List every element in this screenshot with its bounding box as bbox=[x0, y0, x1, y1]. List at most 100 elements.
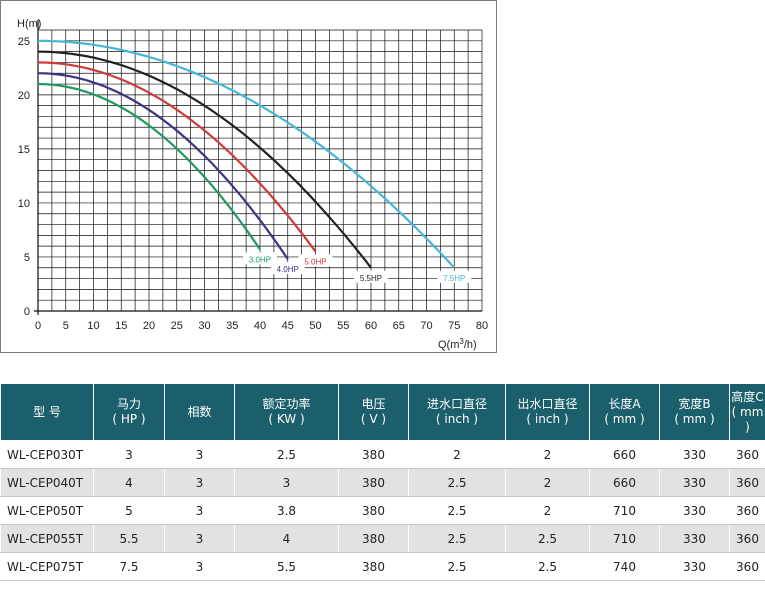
y-tick-label: 5 bbox=[24, 252, 30, 264]
table-cell: 360 bbox=[729, 496, 765, 525]
table-header-cell: 高度C( mm ) bbox=[729, 383, 765, 441]
x-tick-label: 30 bbox=[198, 320, 210, 332]
y-tick-label: 25 bbox=[18, 36, 30, 48]
table-cell: 2.5 bbox=[505, 524, 590, 553]
curve-label-4-0hp: 4.0HP bbox=[277, 265, 299, 274]
x-tick-label: 25 bbox=[171, 320, 183, 332]
table-row: WL-CEP075T 7.5 3 5.5 380 2.5 2.5 740 330 360 bbox=[0, 552, 765, 581]
table-row: WL-CEP040T 4 3 3 380 2.5 2 660 330 360 bbox=[0, 468, 765, 497]
table-cell: 360 bbox=[729, 552, 765, 581]
y-tick-label: 15 bbox=[18, 144, 30, 156]
curve-label-bg bbox=[243, 252, 277, 265]
x-tick-label: 10 bbox=[87, 320, 99, 332]
y-tick-label: 0 bbox=[24, 306, 30, 318]
x-tick-label: 50 bbox=[309, 320, 321, 332]
header-unit: ( inch ) bbox=[526, 412, 569, 426]
table-header-cell: 进水口直径( inch ) bbox=[408, 383, 506, 441]
curve-label-5-0hp: 5.0HP bbox=[304, 258, 326, 267]
table-cell: 2.5 bbox=[408, 552, 506, 581]
table-cell: 3.8 bbox=[234, 496, 339, 525]
x-tick-label: 5 bbox=[63, 320, 69, 332]
curve-4-0hp bbox=[37, 72, 289, 260]
header-unit: ( mm ) bbox=[731, 404, 764, 434]
performance-chart: 0 5 10 15 20 25 30 35 40 45 50 55 60 65 70 75 80 0 5 10 15 20… bbox=[17, 18, 488, 351]
curve-7-5hp bbox=[37, 39, 456, 269]
table-cell: 5.5 bbox=[93, 524, 165, 553]
table-cell: 2.5 bbox=[408, 468, 506, 497]
x-tick-label: 75 bbox=[448, 320, 460, 332]
table-body: WL-CEP030T 3 3 2.5 380 2 2 660 330 360 WL-CEP040T 4… bbox=[0, 440, 765, 581]
x-axis-title-sup: 3 bbox=[459, 337, 464, 346]
table-cell: 2 bbox=[505, 440, 590, 469]
chart-grid bbox=[37, 29, 483, 312]
table-cell: 660 bbox=[589, 468, 660, 497]
table-cell: 380 bbox=[338, 552, 409, 581]
curve-label-bg bbox=[437, 270, 472, 283]
table-cell: 3 bbox=[164, 468, 235, 497]
model-cell: WL-CEP040T bbox=[0, 468, 94, 497]
x-tick-label: 80 bbox=[476, 320, 488, 332]
table-cell: 3 bbox=[234, 468, 339, 497]
table-header-cell: 宽度B( mm ) bbox=[659, 383, 730, 441]
table-header-row: 型 号马力( HP ) 相数 额定功率( KW ) 电压( V ) 进水口直径( inc… bbox=[0, 383, 765, 441]
table-cell: 4 bbox=[93, 468, 165, 497]
table-cell: 2 bbox=[505, 468, 590, 497]
y-axis-title: H(m) bbox=[17, 18, 41, 30]
table-cell: 3 bbox=[164, 496, 235, 525]
table-cell: 380 bbox=[338, 440, 409, 469]
curve-label-7-5hp: 7.5HP bbox=[443, 274, 465, 283]
header-label: 宽度B bbox=[678, 397, 711, 411]
table-cell: 2 bbox=[505, 496, 590, 525]
table-cell: 380 bbox=[338, 468, 409, 497]
table-cell: 3 bbox=[164, 524, 235, 553]
table-cell: 330 bbox=[659, 468, 730, 497]
table-cell: 2 bbox=[408, 440, 506, 469]
chart-curves bbox=[37, 39, 456, 269]
table-cell: 330 bbox=[659, 552, 730, 581]
header-unit: ( inch ) bbox=[435, 412, 479, 426]
table-cell: 3 bbox=[164, 552, 235, 581]
table-header-cell: 出水口直径( inch ) bbox=[505, 383, 590, 441]
header-label: 额定功率 bbox=[262, 397, 311, 411]
header-label: 电压 bbox=[361, 397, 386, 411]
x-tick-label: 20 bbox=[143, 320, 155, 332]
table-cell: 710 bbox=[589, 524, 660, 553]
curve-3-0hp bbox=[37, 82, 261, 251]
table-cell: 7.5 bbox=[93, 552, 165, 581]
y-tick-label: 20 bbox=[18, 90, 30, 102]
table-cell: 2.5 bbox=[408, 524, 506, 553]
table-cell: 360 bbox=[729, 524, 765, 553]
table-cell: 330 bbox=[659, 496, 730, 525]
curve-label-bg bbox=[354, 270, 388, 283]
x-axis-title-main: Q(m bbox=[438, 339, 459, 351]
table-cell: 380 bbox=[338, 524, 409, 553]
table-cell: 660 bbox=[589, 440, 660, 469]
header-label: 型 号 bbox=[33, 404, 61, 419]
table-cell: 2.5 bbox=[234, 440, 339, 469]
y-tick-label: 10 bbox=[18, 198, 30, 210]
table-header-cell: 电压( V ) bbox=[338, 383, 409, 441]
table-cell: 710 bbox=[589, 496, 660, 525]
x-tick-label: 70 bbox=[420, 320, 432, 332]
table-header-cell: 相数 bbox=[164, 383, 235, 441]
table-cell: 4 bbox=[234, 524, 339, 553]
table-header-cell: 型 号 bbox=[0, 383, 94, 441]
header-unit: ( mm ) bbox=[604, 412, 645, 426]
header-label: 相数 bbox=[187, 404, 212, 419]
x-tick-label: 15 bbox=[115, 320, 127, 332]
table-cell: 2.5 bbox=[408, 496, 506, 525]
header-unit: ( KW ) bbox=[268, 412, 305, 426]
table-cell: 330 bbox=[659, 440, 730, 469]
table-row: WL-CEP030T 3 3 2.5 380 2 2 660 330 360 bbox=[0, 440, 765, 469]
curve-5-5hp bbox=[37, 50, 372, 269]
curve-label-5-5hp: 5.5HP bbox=[360, 274, 382, 283]
performance-chart-frame: 0 5 10 15 20 25 30 35 40 45 50 55 60 65 70 75 80 0 5 10 15 20… bbox=[0, 0, 497, 353]
header-label: 长度A bbox=[608, 397, 641, 411]
x-tick-label: 60 bbox=[365, 320, 377, 332]
curve-label-bg bbox=[298, 254, 333, 267]
specs-table: 型 号马力( HP ) 相数 额定功率( KW ) 电压( V ) 进水口直径( inc… bbox=[0, 383, 765, 581]
table-cell: 360 bbox=[729, 440, 765, 469]
table-row: WL-CEP050T 5 3 3.8 380 2.5 2 710 330 360 bbox=[0, 496, 765, 525]
curve-5-0hp bbox=[37, 61, 317, 253]
x-tick-label: 65 bbox=[393, 320, 405, 332]
